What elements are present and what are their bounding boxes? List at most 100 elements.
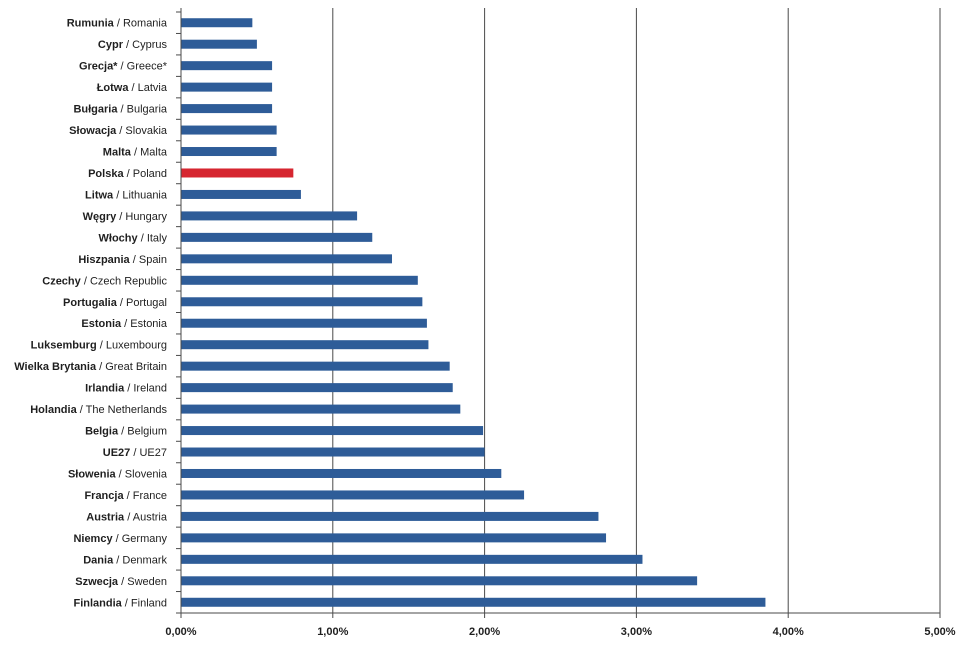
bar-malta xyxy=(181,147,277,157)
category-label: Luksemburg / Luxembourg xyxy=(31,340,167,352)
bar-the-netherlands xyxy=(181,404,461,414)
category-label-separator: / xyxy=(128,82,137,94)
category-label: Portugalia / Portugal xyxy=(63,297,167,309)
category-label-pl: Austria xyxy=(86,511,125,523)
category-label-en: The Netherlands xyxy=(86,404,168,416)
bar-france xyxy=(181,490,525,500)
category-label-en: Czech Republic xyxy=(90,275,168,287)
bar-slovakia xyxy=(181,125,277,135)
category-label: Hiszpania / Spain xyxy=(78,254,167,266)
category-label-separator: / xyxy=(124,383,133,395)
category-label-en: Cyprus xyxy=(132,39,167,51)
bar-ue27 xyxy=(181,447,485,457)
bar-germany xyxy=(181,533,607,543)
category-labels: Rumunia / Romania Cypr / Cyprus Grecja* / … xyxy=(14,18,168,610)
category-label-pl: Litwa xyxy=(85,189,114,201)
category-label-en: Estonia xyxy=(130,318,168,330)
category-label-separator: / xyxy=(124,168,133,180)
x-tick-label: 4,00% xyxy=(773,626,804,638)
category-label-pl: Łotwa xyxy=(97,82,130,94)
x-tick-label: 3,00% xyxy=(621,626,652,638)
category-label: Dania / Denmark xyxy=(83,554,167,566)
category-label-pl: Rumunia xyxy=(67,18,115,30)
bar-denmark xyxy=(181,554,643,564)
category-label-separator: / xyxy=(117,104,126,116)
category-label-separator: / xyxy=(118,426,127,438)
category-label-pl: Belgia xyxy=(85,426,119,438)
category-label: Grecja* / Greece* xyxy=(79,61,168,73)
category-label-pl: Cypr xyxy=(98,39,124,51)
category-label-pl: Czechy xyxy=(42,275,81,287)
category-label-separator: / xyxy=(118,576,127,588)
category-label: Litwa / Lithuania xyxy=(85,189,168,201)
category-label-en: Greece* xyxy=(127,61,168,73)
bar-slovenia xyxy=(181,468,502,478)
bar-lithuania xyxy=(181,189,301,199)
bar-portugal xyxy=(181,297,423,307)
category-label: Francja / France xyxy=(84,490,167,502)
bar-bulgaria xyxy=(181,104,273,114)
category-label: Słowenia / Slovenia xyxy=(68,468,168,480)
bar-estonia xyxy=(181,318,427,328)
bar-latvia xyxy=(181,82,273,92)
category-label-separator: / xyxy=(131,147,140,159)
category-label: Szwecja / Sweden xyxy=(75,576,167,588)
category-label-pl: Luksemburg xyxy=(31,340,97,352)
category-label-pl: Grecja* xyxy=(79,61,118,73)
category-label-en: Great Britain xyxy=(105,361,167,373)
category-label-separator: / xyxy=(117,297,126,309)
axes xyxy=(176,8,941,618)
category-label-en: Spain xyxy=(139,254,167,266)
category-label-separator: / xyxy=(113,533,122,545)
category-label: Rumunia / Romania xyxy=(67,18,168,30)
category-label-pl: Holandia xyxy=(30,404,77,416)
category-label-pl: Bułgaria xyxy=(73,104,118,116)
bar-austria xyxy=(181,511,599,521)
bar-sweden xyxy=(181,576,698,586)
category-label-pl: Francja xyxy=(84,490,124,502)
category-label: Słowacja / Slovakia xyxy=(69,125,168,137)
bar-czech-republic xyxy=(181,275,418,285)
category-label-en: Poland xyxy=(133,168,167,180)
category-label-separator: / xyxy=(130,447,139,459)
category-label-pl: Finlandia xyxy=(73,597,122,609)
bar-finland xyxy=(181,597,766,607)
category-label-separator: / xyxy=(124,511,133,523)
category-label-en: Sweden xyxy=(127,576,167,588)
category-label-pl: Słowacja xyxy=(69,125,117,137)
bar-hungary xyxy=(181,211,358,221)
bar-great-britain xyxy=(181,361,450,371)
category-label-pl: UE27 xyxy=(103,447,131,459)
category-label-en: UE27 xyxy=(139,447,167,459)
category-label-en: Germany xyxy=(122,533,168,545)
category-label-pl: Słowenia xyxy=(68,468,117,480)
category-label: Wielka Brytania / Great Britain xyxy=(14,361,167,373)
category-label-en: Austria xyxy=(133,511,168,523)
tick-labels: 0,00% 1,00% 2,00% 3,00% 4,00% 5,00% xyxy=(165,626,955,638)
category-label-separator: / xyxy=(96,361,105,373)
category-label-separator: / xyxy=(117,61,126,73)
category-label-pl: Estonia xyxy=(81,318,122,330)
category-label-en: Portugal xyxy=(126,297,167,309)
category-label-pl: Portugalia xyxy=(63,297,118,309)
category-label-en: Belgium xyxy=(127,426,167,438)
category-label-separator: / xyxy=(122,597,131,609)
category-label-separator: / xyxy=(97,340,106,352)
category-label-separator: / xyxy=(138,232,147,244)
category-label-pl: Irlandia xyxy=(85,383,125,395)
category-label: Czechy / Czech Republic xyxy=(42,275,167,287)
category-label: Austria / Austria xyxy=(86,511,168,523)
category-label-en: France xyxy=(133,490,167,502)
category-label-en: Italy xyxy=(147,232,168,244)
category-label-pl: Węgry xyxy=(83,211,118,223)
category-label-separator: / xyxy=(124,490,133,502)
category-label-pl: Hiszpania xyxy=(78,254,130,266)
category-label: Węgry / Hungary xyxy=(83,211,168,223)
category-label: Malta / Malta xyxy=(103,147,168,159)
category-label: Cypr / Cyprus xyxy=(98,39,168,51)
bars xyxy=(181,18,766,607)
category-label: Niemcy / Germany xyxy=(73,533,167,545)
category-label-pl: Wielka Brytania xyxy=(14,361,97,373)
category-label-pl: Niemcy xyxy=(73,533,113,545)
